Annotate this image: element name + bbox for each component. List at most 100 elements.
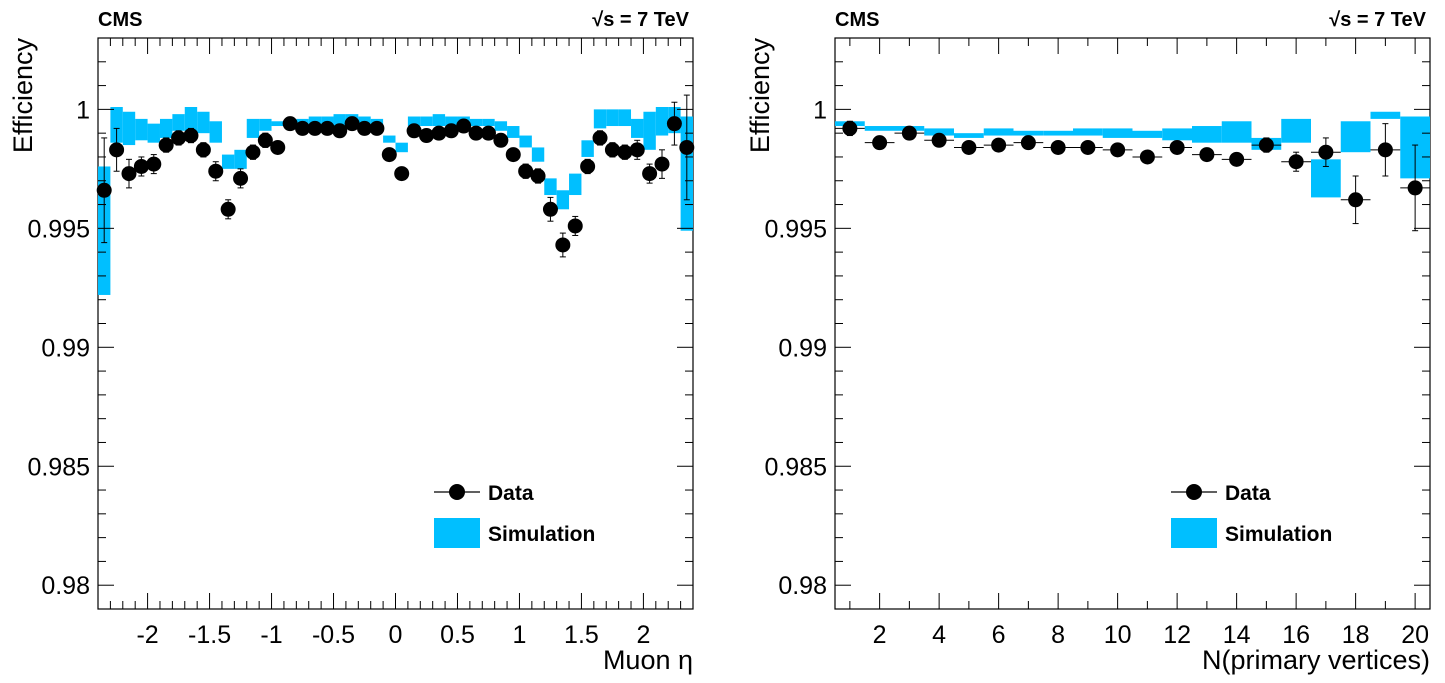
simulation-band-box bbox=[1013, 130, 1044, 136]
x-tick-label: -0.5 bbox=[312, 621, 355, 649]
data-point bbox=[357, 120, 373, 136]
data-point bbox=[468, 125, 484, 141]
data-point bbox=[567, 218, 583, 234]
simulation-band-box bbox=[234, 149, 247, 169]
data-point bbox=[319, 120, 335, 136]
data-point bbox=[1288, 154, 1304, 170]
cms-label: CMS bbox=[98, 9, 142, 31]
data-point bbox=[493, 132, 509, 148]
simulation-band-box bbox=[519, 135, 532, 148]
data-point bbox=[220, 201, 236, 217]
y-tick-label: 0.995 bbox=[27, 215, 90, 243]
data-point bbox=[1199, 147, 1215, 163]
simulation-band-box bbox=[147, 123, 160, 143]
efficiency-vs-eta-panel: 0.98 0.985 0.99 0.995 1 -2 -1.5 -1 -0.5 0 0.5 1 1.5 2… bbox=[8, 9, 695, 675]
x-tick-label: 20 bbox=[1401, 621, 1429, 649]
data-point bbox=[109, 142, 125, 158]
simulation-band-box bbox=[864, 126, 895, 131]
data-point bbox=[1080, 139, 1096, 155]
x-tick-label: 10 bbox=[1104, 621, 1132, 649]
simulation-band-box bbox=[184, 106, 198, 134]
data-point bbox=[642, 166, 658, 182]
simulation-band-box bbox=[1370, 111, 1401, 119]
data-point bbox=[1229, 151, 1245, 167]
data-point bbox=[592, 130, 608, 146]
data-point bbox=[654, 156, 670, 172]
data-point bbox=[931, 132, 947, 148]
data-point bbox=[418, 128, 434, 144]
data-point bbox=[208, 163, 224, 179]
simulation-band-box bbox=[1132, 130, 1163, 138]
simulation-band-box bbox=[618, 109, 632, 127]
data-point bbox=[245, 144, 261, 160]
simulation-band-box bbox=[924, 128, 954, 136]
legend-simulation-swatch bbox=[434, 518, 480, 548]
x-tick-label: 14 bbox=[1223, 621, 1251, 649]
data-point bbox=[617, 144, 633, 160]
simulation-band-box bbox=[333, 114, 346, 127]
data-point bbox=[96, 182, 112, 198]
data-point bbox=[369, 120, 385, 136]
data-point bbox=[1407, 180, 1423, 196]
data-point bbox=[1139, 149, 1155, 165]
simulation-band-box bbox=[1340, 121, 1371, 153]
simulation-band-box bbox=[209, 121, 222, 143]
simulation-band-box bbox=[159, 118, 173, 138]
data-point bbox=[961, 139, 977, 155]
y-tick-label: 0.99 bbox=[778, 334, 827, 362]
data-point bbox=[121, 166, 137, 182]
data-point bbox=[901, 125, 917, 141]
simulation-band-box bbox=[271, 121, 284, 127]
y-tick-label: 0.99 bbox=[41, 334, 90, 362]
simulation-band-box bbox=[507, 126, 520, 138]
data-point bbox=[842, 120, 858, 136]
data-point bbox=[580, 158, 596, 174]
x-tick-label: 1 bbox=[513, 621, 527, 649]
data-point bbox=[195, 142, 211, 158]
simulation-band-box bbox=[407, 116, 421, 127]
data-point bbox=[133, 158, 149, 174]
simulation-band-box bbox=[1192, 126, 1222, 143]
simulation-band-box bbox=[246, 118, 260, 138]
simulation-band-box bbox=[1043, 130, 1073, 136]
data-point bbox=[443, 123, 459, 139]
simulation-band-box bbox=[259, 118, 272, 131]
data-point bbox=[381, 147, 397, 163]
data-point bbox=[666, 116, 682, 132]
x-tick-label: 1.5 bbox=[564, 621, 599, 649]
data-point bbox=[257, 132, 273, 148]
y-tick-label: 1 bbox=[813, 96, 827, 124]
data-point bbox=[233, 170, 249, 186]
simulation-band-box bbox=[1162, 128, 1192, 141]
simulation-band-box bbox=[395, 142, 408, 153]
y-tick-label: 0.985 bbox=[27, 453, 90, 481]
data-point bbox=[1348, 192, 1364, 208]
x-tick-label: 0 bbox=[389, 621, 403, 649]
legend-data-label: Data bbox=[1225, 482, 1271, 505]
simulation-band-box bbox=[1073, 128, 1103, 136]
simulation-band-box bbox=[655, 106, 669, 136]
data-point bbox=[1318, 144, 1334, 160]
legend-data-label: Data bbox=[488, 482, 534, 505]
data-point bbox=[332, 123, 348, 139]
data-point bbox=[872, 135, 888, 151]
simulation-band-box bbox=[606, 109, 619, 127]
data-point bbox=[679, 139, 695, 155]
simulation-band-box bbox=[383, 135, 396, 143]
legend-simulation-label: Simulation bbox=[1225, 523, 1332, 546]
data-point bbox=[480, 125, 496, 141]
x-axis-title: N(primary vertices) bbox=[1202, 645, 1430, 675]
legend-simulation-label: Simulation bbox=[488, 523, 595, 546]
data-point bbox=[1377, 142, 1393, 158]
x-tick-label: 16 bbox=[1282, 621, 1310, 649]
data-point bbox=[270, 139, 286, 155]
data-point bbox=[555, 237, 571, 253]
data-point bbox=[431, 125, 447, 141]
simulation-band-box bbox=[643, 111, 656, 150]
simulation-band-box bbox=[172, 114, 185, 131]
simulation-band-box bbox=[1221, 121, 1252, 143]
y-tick-label: 0.985 bbox=[764, 453, 827, 481]
data-point bbox=[542, 201, 558, 217]
x-tick-label: -2 bbox=[136, 621, 158, 649]
data-point bbox=[505, 147, 521, 163]
